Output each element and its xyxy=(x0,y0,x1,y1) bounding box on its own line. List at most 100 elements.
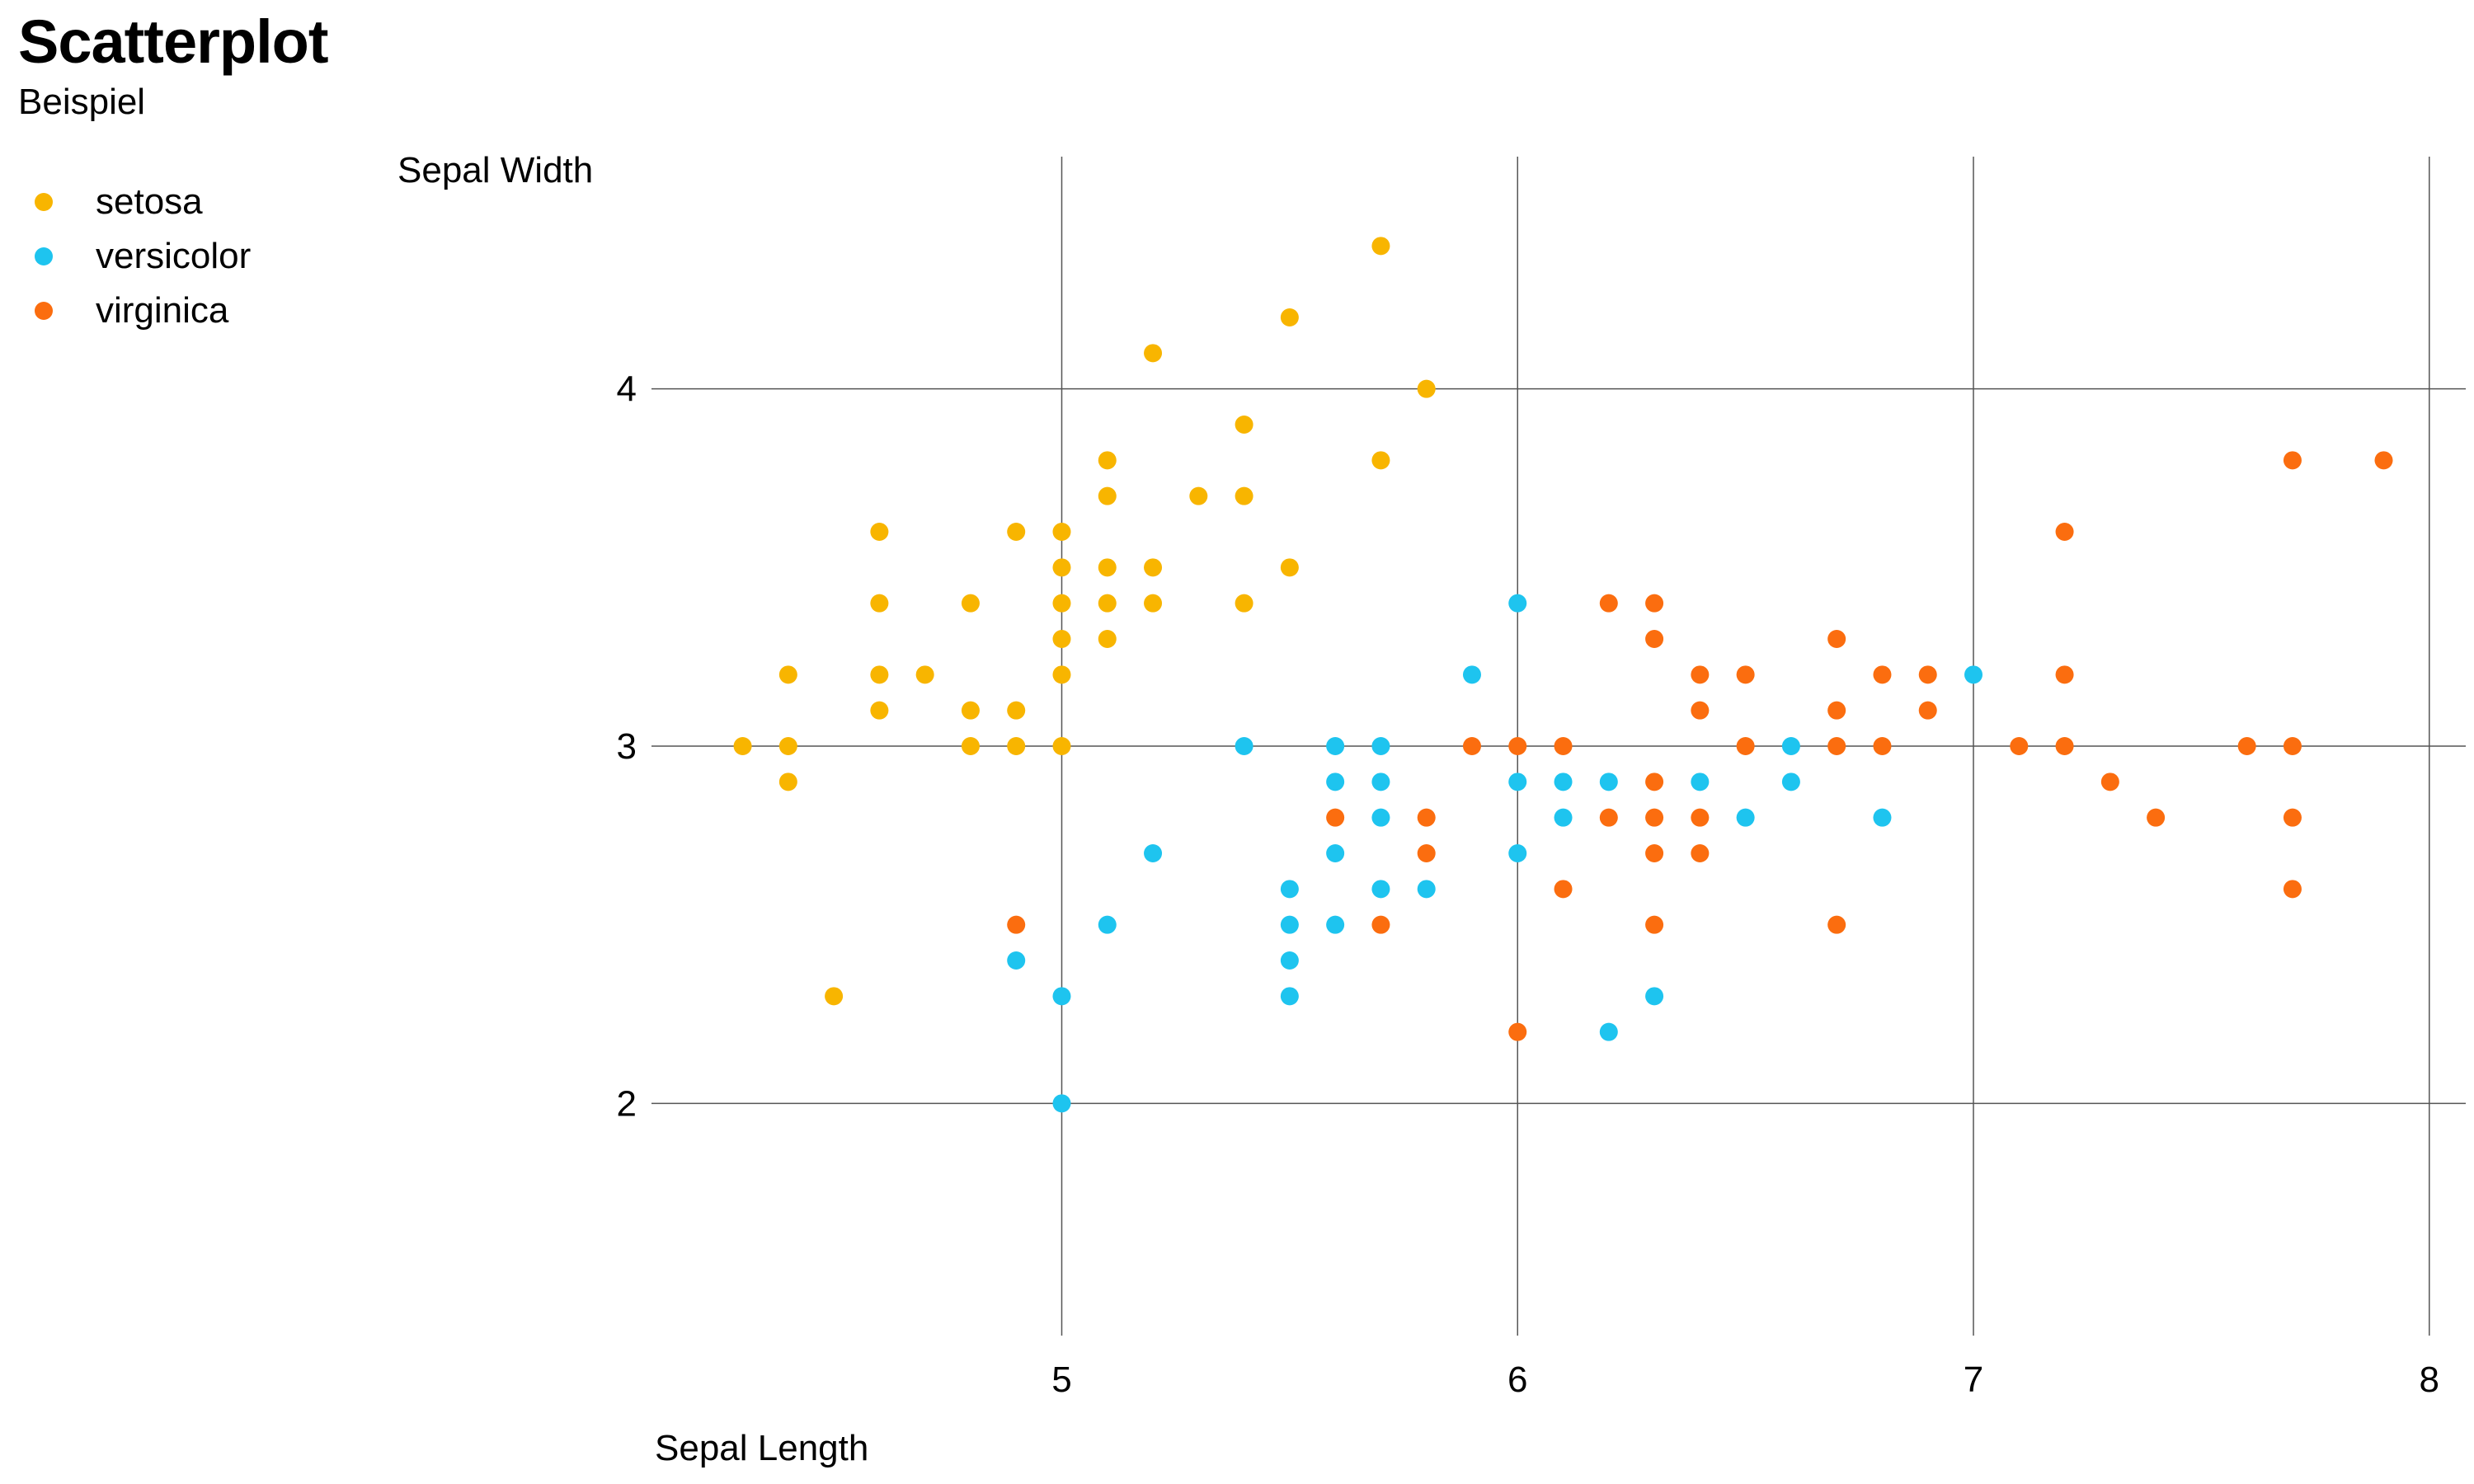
data-point-setosa xyxy=(1007,701,1026,720)
data-points xyxy=(733,237,2393,1113)
data-point-virginica xyxy=(1918,701,1937,720)
y-axis-label: Sepal Width xyxy=(397,150,594,190)
data-point-versicolor xyxy=(1052,987,1071,1006)
data-point-virginica xyxy=(1554,737,1573,755)
data-point-virginica xyxy=(1599,808,1618,827)
x-axis-label: Sepal Length xyxy=(655,1428,869,1468)
data-point-virginica xyxy=(2283,737,2302,755)
tick-labels: 5 6 7 8 2 3 4 xyxy=(617,369,2440,1400)
legend-item-virginica: virginica xyxy=(35,284,251,338)
data-point-setosa xyxy=(1052,558,1071,577)
data-point-versicolor xyxy=(1645,987,1664,1006)
chart-title: Scatterplot xyxy=(18,7,329,76)
data-point-virginica xyxy=(1827,737,1846,755)
data-point-versicolor xyxy=(1417,880,1436,899)
data-point-setosa xyxy=(870,594,889,613)
data-point-versicolor xyxy=(1781,737,1800,755)
data-point-setosa xyxy=(1007,523,1026,541)
data-point-virginica xyxy=(1827,915,1846,934)
data-point-versicolor xyxy=(1235,737,1253,755)
legend-label: versicolor xyxy=(96,236,252,276)
data-point-setosa xyxy=(1144,594,1163,613)
data-point-setosa xyxy=(1052,523,1071,541)
data-point-virginica xyxy=(2283,808,2302,827)
data-point-virginica xyxy=(1645,808,1664,827)
data-point-virginica xyxy=(1645,915,1664,934)
legend-label: setosa xyxy=(96,181,203,222)
x-tick-label: 7 xyxy=(1964,1360,1983,1400)
data-point-setosa xyxy=(1189,486,1208,505)
data-point-virginica xyxy=(2100,773,2119,791)
data-point-versicolor xyxy=(1462,665,1481,684)
data-point-virginica xyxy=(1645,630,1664,648)
y-tick-label: 3 xyxy=(617,726,637,767)
data-point-versicolor xyxy=(1280,951,1299,970)
data-point-versicolor xyxy=(1326,737,1345,755)
data-point-setosa xyxy=(915,665,934,684)
data-point-versicolor xyxy=(1964,665,1983,684)
data-point-virginica xyxy=(1691,808,1710,827)
data-point-versicolor xyxy=(1508,594,1527,613)
data-point-virginica xyxy=(1645,844,1664,862)
data-point-setosa xyxy=(961,594,980,613)
data-point-virginica xyxy=(2283,451,2302,470)
data-point-setosa xyxy=(1235,486,1253,505)
x-tick-label: 5 xyxy=(1051,1360,1071,1400)
data-point-virginica xyxy=(2055,523,2074,541)
data-point-virginica xyxy=(1554,880,1573,899)
data-point-setosa xyxy=(1098,594,1117,613)
data-point-virginica xyxy=(1417,808,1436,827)
data-point-versicolor xyxy=(1508,773,1527,791)
data-point-versicolor xyxy=(1371,773,1390,791)
data-point-setosa xyxy=(1098,630,1117,648)
legend-dot-icon xyxy=(35,193,53,211)
data-point-versicolor xyxy=(1736,808,1755,827)
y-tick-label: 4 xyxy=(617,369,637,410)
data-point-virginica xyxy=(1873,737,1892,755)
y-tick-label: 2 xyxy=(617,1083,637,1124)
data-point-virginica xyxy=(1827,701,1846,720)
data-point-setosa xyxy=(1052,630,1071,648)
data-point-versicolor xyxy=(1280,880,1299,899)
data-point-virginica xyxy=(1736,665,1755,684)
data-point-versicolor xyxy=(1326,915,1345,934)
data-point-setosa xyxy=(825,987,844,1006)
legend-label: virginica xyxy=(96,290,229,331)
data-point-versicolor xyxy=(1326,773,1345,791)
data-point-virginica xyxy=(2237,737,2256,755)
data-point-versicolor xyxy=(1280,915,1299,934)
chart-subtitle: Beispiel xyxy=(18,82,146,122)
data-point-setosa xyxy=(778,737,797,755)
data-point-virginica xyxy=(2010,737,2029,755)
data-point-setosa xyxy=(1052,737,1071,755)
data-point-setosa xyxy=(1280,308,1299,326)
data-point-versicolor xyxy=(1371,880,1390,899)
data-point-versicolor xyxy=(1371,737,1390,755)
data-point-virginica xyxy=(1827,630,1846,648)
data-point-versicolor xyxy=(1371,808,1390,827)
data-point-setosa xyxy=(1144,558,1163,577)
data-point-versicolor xyxy=(1599,773,1618,791)
data-point-setosa xyxy=(733,737,752,755)
data-point-versicolor xyxy=(1280,987,1299,1006)
data-point-virginica xyxy=(1645,773,1664,791)
data-point-virginica xyxy=(2055,665,2074,684)
legend-dot-icon xyxy=(35,247,53,265)
legend: setosa versicolor virginica xyxy=(35,175,251,338)
data-point-setosa xyxy=(870,701,889,720)
data-point-virginica xyxy=(2147,808,2166,827)
data-point-virginica xyxy=(1873,665,1892,684)
data-point-versicolor xyxy=(1098,915,1117,934)
data-point-setosa xyxy=(961,737,980,755)
data-point-setosa xyxy=(1371,451,1390,470)
x-tick-label: 6 xyxy=(1507,1360,1527,1400)
data-point-setosa xyxy=(778,665,797,684)
data-point-virginica xyxy=(1645,594,1664,613)
data-point-setosa xyxy=(1052,665,1071,684)
legend-item-setosa: setosa xyxy=(35,175,251,229)
data-point-setosa xyxy=(1417,379,1436,398)
data-point-setosa xyxy=(1235,594,1253,613)
data-point-setosa xyxy=(1007,737,1026,755)
data-point-setosa xyxy=(1235,416,1253,434)
data-point-virginica xyxy=(1691,665,1710,684)
